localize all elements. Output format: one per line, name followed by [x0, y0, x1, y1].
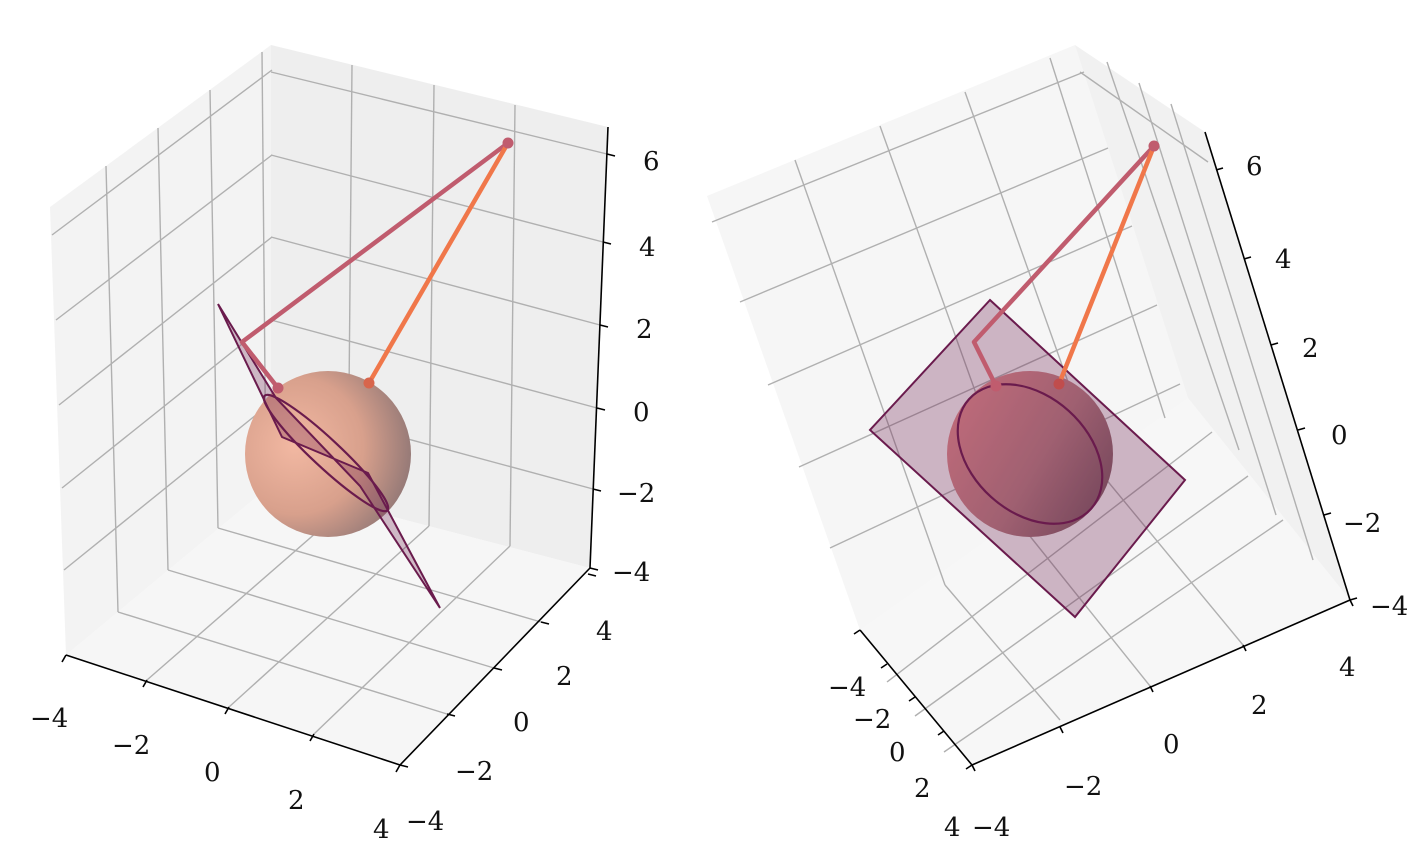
x-tick-label: −2 — [112, 731, 150, 761]
z-tick-label: −2 — [1343, 509, 1381, 539]
z-tick-label: 0 — [633, 398, 650, 428]
y-tick-label: −2 — [455, 757, 493, 787]
y-tick-label: 4 — [1339, 653, 1356, 683]
y-tick-label: −2 — [1064, 772, 1102, 802]
z-tick-label: −4 — [1370, 592, 1408, 622]
y-tick-label: 0 — [1163, 730, 1180, 760]
y-tick-label: 0 — [513, 708, 530, 738]
axis-lines — [65, 126, 609, 766]
intersection-circle — [956, 383, 1104, 525]
axis-lines — [859, 131, 1351, 766]
z-tick-label: 2 — [636, 315, 653, 345]
x-tick-label: 4 — [944, 813, 961, 843]
z-tick-label: 2 — [1302, 334, 1319, 364]
point-line-2-end — [363, 377, 375, 389]
z-tick-label: −4 — [612, 558, 650, 588]
z-tick-label: −2 — [617, 479, 655, 509]
grid-lines — [51, 51, 608, 735]
line-series-2 — [367, 141, 510, 385]
cutting-plane — [868, 298, 1187, 619]
right-3d-plot: −4 −2 0 2 4 −4 −2 0 2 4 −4 −2 0 2 4 6 — [707, 45, 1408, 843]
floor-pane — [66, 485, 590, 765]
intersection-circle — [262, 393, 390, 513]
x-tick-label: 0 — [889, 738, 906, 768]
x-tick-label: −4 — [30, 704, 68, 734]
x-tick-label: 0 — [204, 758, 221, 788]
y-tick-label: −4 — [406, 807, 444, 837]
left-3d-plot: −4 −2 0 2 4 −4 −2 0 2 4 −4 −2 0 2 4 6 — [30, 45, 660, 845]
y-tick-label: 2 — [556, 662, 573, 692]
x-tick-label: −4 — [828, 673, 866, 703]
line-series-1 — [239, 141, 510, 390]
point-apex — [1148, 140, 1160, 152]
z-tick-label: 0 — [1331, 421, 1348, 451]
line-series-1 — [971, 144, 1156, 388]
x-tick-label: 4 — [373, 815, 390, 845]
z-tick-label: 6 — [643, 147, 660, 177]
point-line-1-end — [272, 382, 284, 394]
back-pane-right-wall — [1075, 45, 1350, 600]
z-tick-label: 4 — [1275, 245, 1292, 275]
point-apex — [502, 137, 514, 149]
x-tick-label: −2 — [853, 705, 891, 735]
point-line-1-end — [990, 380, 1002, 392]
y-tick-label: 4 — [596, 617, 613, 647]
back-pane-left-wall — [707, 45, 1188, 630]
y-tick-label: −4 — [972, 813, 1010, 843]
line-series-2 — [1056, 145, 1157, 385]
x-tick-label: 2 — [288, 786, 305, 816]
x-tick-label: 2 — [914, 774, 931, 804]
z-tick-label: 4 — [639, 233, 656, 263]
sphere — [245, 371, 411, 537]
tick-marks — [853, 167, 1358, 772]
y-tick-label: 2 — [1251, 691, 1268, 721]
tick-marks — [61, 153, 616, 773]
z-tick-label: 6 — [1246, 152, 1263, 182]
floor-pane — [860, 398, 1350, 765]
point-line-2-end — [1053, 378, 1065, 390]
